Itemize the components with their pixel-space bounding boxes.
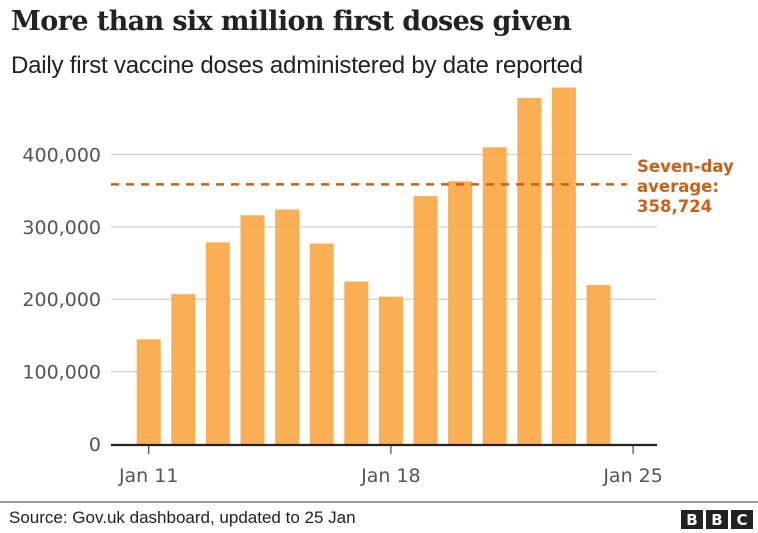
average-annotation: Seven-day average: 358,724 (637, 157, 740, 216)
y-tick-label: 200,000 (22, 289, 101, 311)
bar (344, 281, 369, 444)
y-tick-label: 400,000 (22, 144, 101, 166)
bar (448, 181, 473, 444)
bbc-logo-letter: B (681, 510, 703, 529)
footer-divider (0, 501, 758, 503)
bar (240, 215, 265, 444)
y-axis-ticks: 0 100,000 200,000 300,000 400,000 (22, 144, 101, 456)
bar (275, 209, 300, 444)
bbc-logo: B B C (681, 510, 753, 529)
bar (482, 147, 507, 444)
bar (136, 339, 161, 444)
x-axis-ticks: Jan 11 Jan 18 Jan 25 (118, 446, 663, 487)
chart-subtitle: Daily first vaccine doses administered b… (11, 52, 583, 79)
bar (413, 196, 438, 444)
x-tick-label: Jan 25 (602, 465, 663, 487)
x-tick-label: Jan 18 (360, 465, 421, 487)
bar (205, 242, 230, 444)
y-tick-label: 0 (89, 434, 101, 456)
bar (586, 285, 611, 444)
annotation-line-3: 358,724 (637, 197, 712, 216)
chart-title: More than six million first doses given (11, 6, 572, 37)
bbc-logo-letter: C (731, 510, 753, 529)
bar (517, 98, 542, 445)
bar (551, 87, 576, 444)
bar (309, 243, 334, 444)
source-note: Source: Gov.uk dashboard, updated to 25 … (9, 508, 356, 527)
annotation-line-2: average: (637, 177, 719, 196)
annotation-line-1: Seven-day (637, 157, 734, 176)
bar (171, 294, 196, 444)
y-tick-label: 100,000 (22, 362, 101, 384)
bar (378, 296, 403, 444)
x-tick-label: Jan 11 (118, 465, 179, 487)
bars (136, 87, 611, 445)
bbc-logo-letter: B (706, 510, 728, 529)
y-tick-label: 300,000 (22, 217, 101, 239)
